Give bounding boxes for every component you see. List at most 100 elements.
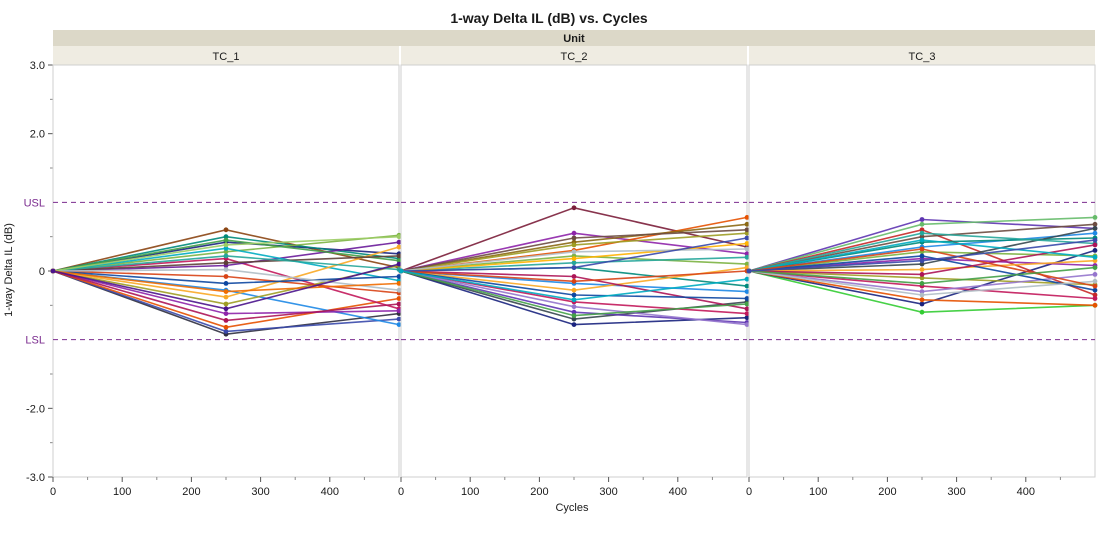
data-point <box>571 205 577 211</box>
panel-header-label: TC_2 <box>561 51 588 63</box>
panel-header-label: TC_3 <box>909 51 936 63</box>
group-header-bar <box>53 30 1095 46</box>
data-point <box>396 322 402 327</box>
data-point <box>571 249 577 255</box>
data-point <box>919 272 925 277</box>
data-point <box>744 221 750 227</box>
data-point <box>223 306 229 312</box>
data-point <box>1092 302 1098 308</box>
data-point <box>396 239 402 245</box>
data-point <box>1092 278 1098 284</box>
data-point <box>571 256 577 261</box>
data-point <box>744 246 750 252</box>
data-point <box>223 249 229 255</box>
data-point <box>50 268 56 274</box>
data-point <box>571 230 577 236</box>
data-point <box>1092 226 1098 231</box>
y-tick-label: 3.0 <box>30 60 45 72</box>
data-point <box>1092 237 1098 243</box>
data-point <box>1092 292 1098 298</box>
data-point <box>919 221 925 227</box>
data-point <box>919 217 925 222</box>
data-point <box>744 261 750 267</box>
data-point <box>396 244 402 250</box>
data-point <box>396 274 402 279</box>
chart-title: 1-way Delta IL (dB) vs. Cycles <box>450 10 648 26</box>
data-point <box>223 294 229 300</box>
data-point <box>223 301 229 307</box>
data-point <box>396 234 402 240</box>
data-point <box>919 297 925 303</box>
data-point <box>571 309 577 315</box>
data-point <box>919 253 925 259</box>
data-point <box>744 301 750 307</box>
data-point <box>744 254 750 260</box>
data-point <box>746 268 752 274</box>
panel-header <box>749 46 1095 65</box>
data-point <box>919 234 925 240</box>
x-tick-label: 300 <box>251 486 269 498</box>
data-point <box>223 237 229 243</box>
x-tick-label: 100 <box>113 486 131 498</box>
data-point <box>919 292 925 298</box>
data-point <box>1092 230 1098 236</box>
data-point <box>223 227 229 233</box>
x-tick-label: 200 <box>182 486 200 498</box>
data-point <box>571 242 577 248</box>
data-point <box>919 227 925 233</box>
data-point <box>571 304 577 310</box>
data-point <box>744 315 750 321</box>
data-point <box>744 289 750 294</box>
data-point <box>223 253 229 259</box>
x-tick-label: 0 <box>746 486 752 498</box>
data-point <box>223 234 229 240</box>
data-point <box>1092 215 1098 220</box>
data-point <box>919 230 925 236</box>
x-tick-label: 200 <box>878 486 896 498</box>
data-point <box>571 235 577 241</box>
data-point <box>919 246 925 252</box>
data-point <box>744 322 750 327</box>
x-tick-label: 400 <box>321 486 339 498</box>
data-point <box>571 265 577 270</box>
data-point <box>571 316 577 322</box>
panel-header <box>53 46 399 65</box>
data-point <box>223 267 229 272</box>
data-point <box>1092 283 1098 289</box>
group-header-title: Unit <box>563 33 585 45</box>
data-point <box>223 260 229 266</box>
data-point <box>223 318 229 323</box>
data-point <box>744 276 750 282</box>
data-point <box>919 267 925 272</box>
data-point <box>223 289 229 294</box>
x-tick-label: 0 <box>398 486 404 498</box>
x-tick-label: 400 <box>1017 486 1035 498</box>
ref-line-label: USL <box>24 197 45 209</box>
data-point <box>1092 242 1098 248</box>
data-point <box>571 287 577 293</box>
data-point <box>223 311 229 316</box>
data-point <box>396 281 402 286</box>
data-point <box>919 289 925 294</box>
data-point <box>744 296 750 301</box>
data-point <box>571 278 577 284</box>
plot-layer: 3.0 2.0 0 -2.0 -3.0 USL LSL TC_1 0 100 200 300 400 TC… <box>24 46 1098 498</box>
data-point <box>1092 221 1098 227</box>
data-point <box>396 258 402 264</box>
panel-header-label: TC_1 <box>213 51 240 63</box>
data-point <box>1092 248 1098 253</box>
data-point <box>571 292 577 298</box>
data-point <box>223 324 229 330</box>
data-point <box>744 251 750 257</box>
data-point <box>919 281 925 286</box>
x-tick-label: 100 <box>461 486 479 498</box>
x-tick-label: 400 <box>669 486 687 498</box>
data-point <box>571 322 577 327</box>
data-point <box>223 242 229 248</box>
x-tick-label: 200 <box>530 486 548 498</box>
data-point <box>223 281 229 286</box>
data-point <box>744 215 750 220</box>
y-tick-label: 2.0 <box>30 129 45 141</box>
data-point <box>396 296 402 301</box>
